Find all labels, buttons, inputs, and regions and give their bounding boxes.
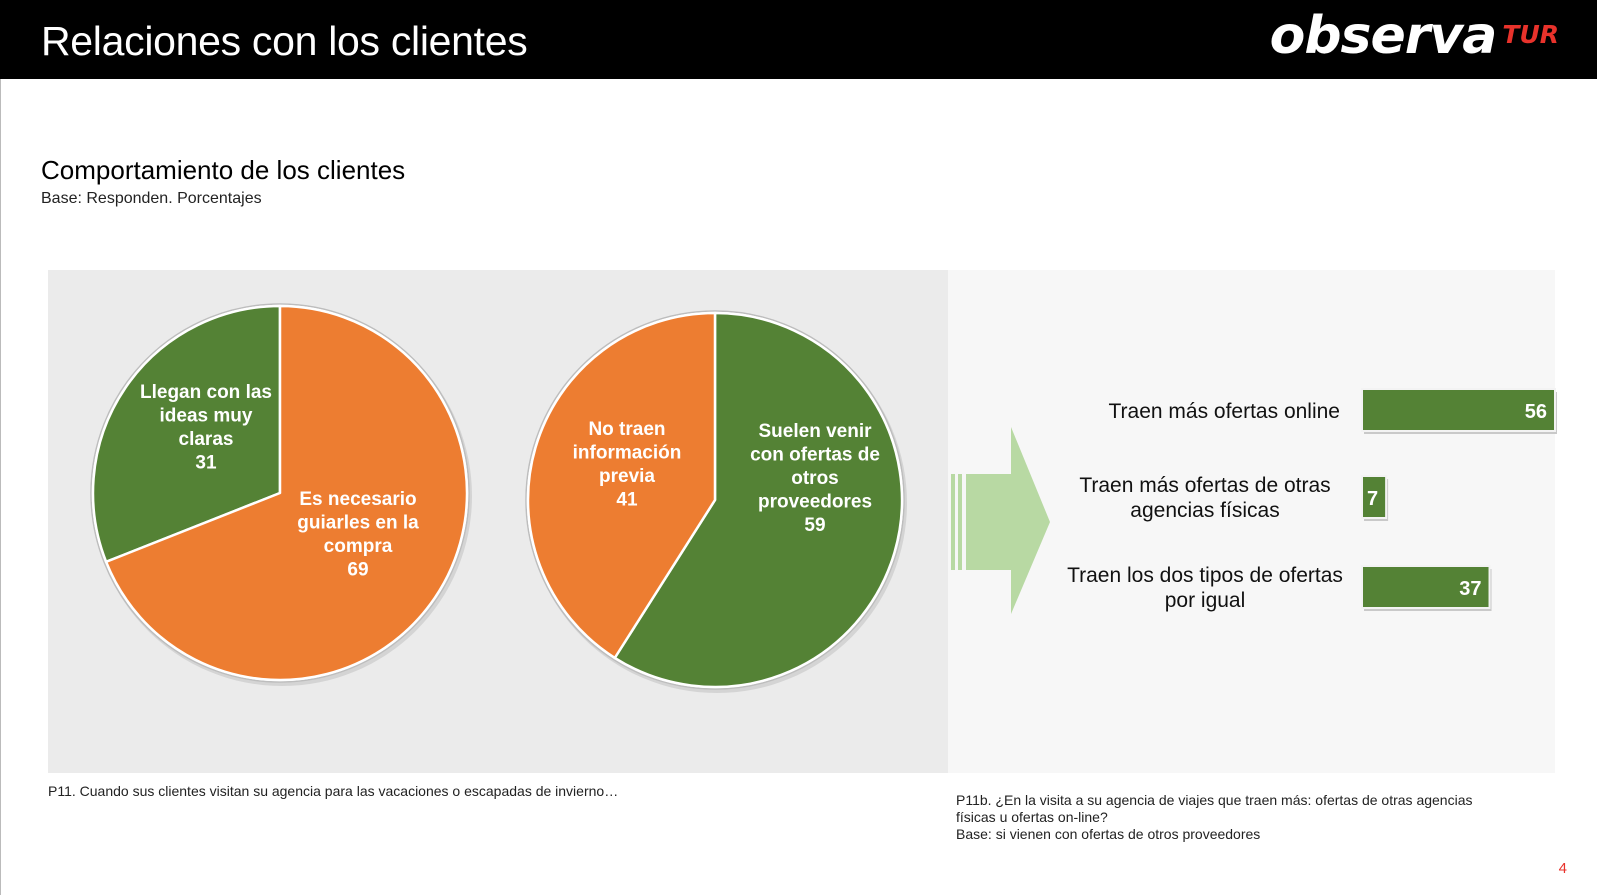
question-note-right-line: físicas u ofertas on-line? xyxy=(956,809,1108,825)
pie-slice xyxy=(613,311,904,689)
bar xyxy=(1361,388,1556,432)
page-number: 4 xyxy=(1558,860,1567,877)
pie-slice-label: Es necesario guiarles en la compra 69 xyxy=(297,489,419,581)
bar-value-label: 37 xyxy=(1459,578,1481,600)
pie-slice xyxy=(91,304,282,564)
arrow-stripe xyxy=(958,474,962,570)
bar-category-label: Traen más ofertas de otras agencias físic… xyxy=(1079,474,1330,522)
bar-value-label: 7 xyxy=(1367,488,1378,510)
bar xyxy=(1361,565,1491,609)
question-note-right-line: Base: si vienen con ofertas de otros pro… xyxy=(956,826,1261,842)
pie-slice-label: Suelen venir con ofertas de otros proveedor… xyxy=(750,421,880,536)
pie-slice-label: No traen información previa 41 xyxy=(573,419,682,511)
pie-slice xyxy=(526,311,717,660)
bar-category-label: Traen más ofertas online xyxy=(1108,400,1340,423)
left-border xyxy=(0,79,1,895)
right-arrow-icon xyxy=(966,427,1050,614)
question-note-right-line: P11b. ¿En la visita a su agencia de viaj… xyxy=(956,792,1473,808)
question-note-right: P11b. ¿En la visita a su agencia de viaj… xyxy=(956,792,1472,843)
header-bar: Relaciones con los clientes observa TUR xyxy=(0,0,1597,79)
arrow-stripe xyxy=(951,474,955,570)
brand-logo: observa TUR xyxy=(1270,6,1559,66)
logo-sub-text: TUR xyxy=(1502,20,1559,49)
page-title: Relaciones con los clientes xyxy=(41,18,528,64)
bar-value-label: 56 xyxy=(1525,401,1547,423)
logo-main-text: observa xyxy=(1269,6,1498,66)
section-title: Comportamiento de los clientes xyxy=(41,155,406,185)
bar xyxy=(1361,475,1388,519)
pie-slice-label: Llegan con las ideas muy claras 31 xyxy=(140,382,272,474)
bar-category-label: Traen los dos tipos de ofertas por igual xyxy=(1067,564,1343,612)
pie-slice xyxy=(104,304,469,682)
question-note-left: P11. Cuando sus clientes visitan su agen… xyxy=(48,783,619,799)
section-subtitle: Base: Responden. Porcentajes xyxy=(41,190,262,207)
